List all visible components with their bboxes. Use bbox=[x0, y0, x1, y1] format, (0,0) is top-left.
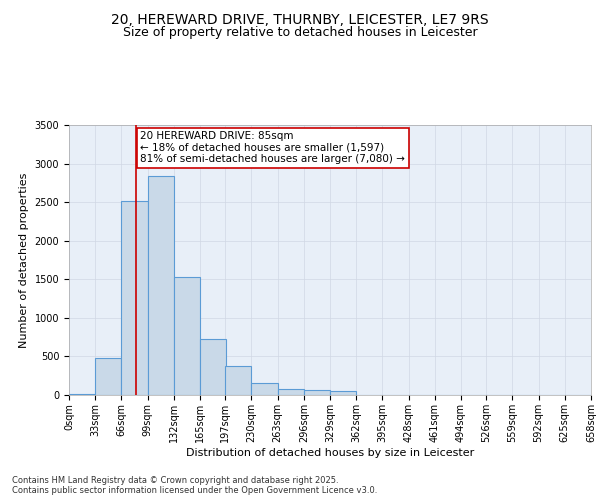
Bar bbox=[148, 176, 174, 395]
X-axis label: Distribution of detached houses by size in Leicester: Distribution of detached houses by size … bbox=[186, 448, 474, 458]
Bar bbox=[278, 389, 304, 395]
Bar bbox=[200, 338, 226, 395]
Bar bbox=[69, 394, 95, 395]
Bar bbox=[304, 390, 330, 395]
Y-axis label: Number of detached properties: Number of detached properties bbox=[19, 172, 29, 348]
Bar bbox=[251, 382, 278, 395]
Bar bbox=[225, 366, 251, 395]
Text: 20 HEREWARD DRIVE: 85sqm
← 18% of detached houses are smaller (1,597)
81% of sem: 20 HEREWARD DRIVE: 85sqm ← 18% of detach… bbox=[140, 131, 405, 164]
Text: Contains HM Land Registry data © Crown copyright and database right 2025.
Contai: Contains HM Land Registry data © Crown c… bbox=[12, 476, 377, 495]
Text: Size of property relative to detached houses in Leicester: Size of property relative to detached ho… bbox=[122, 26, 478, 39]
Bar bbox=[330, 391, 356, 395]
Bar bbox=[95, 358, 121, 395]
Bar bbox=[121, 200, 148, 395]
Bar bbox=[174, 277, 200, 395]
Text: 20, HEREWARD DRIVE, THURNBY, LEICESTER, LE7 9RS: 20, HEREWARD DRIVE, THURNBY, LEICESTER, … bbox=[111, 12, 489, 26]
